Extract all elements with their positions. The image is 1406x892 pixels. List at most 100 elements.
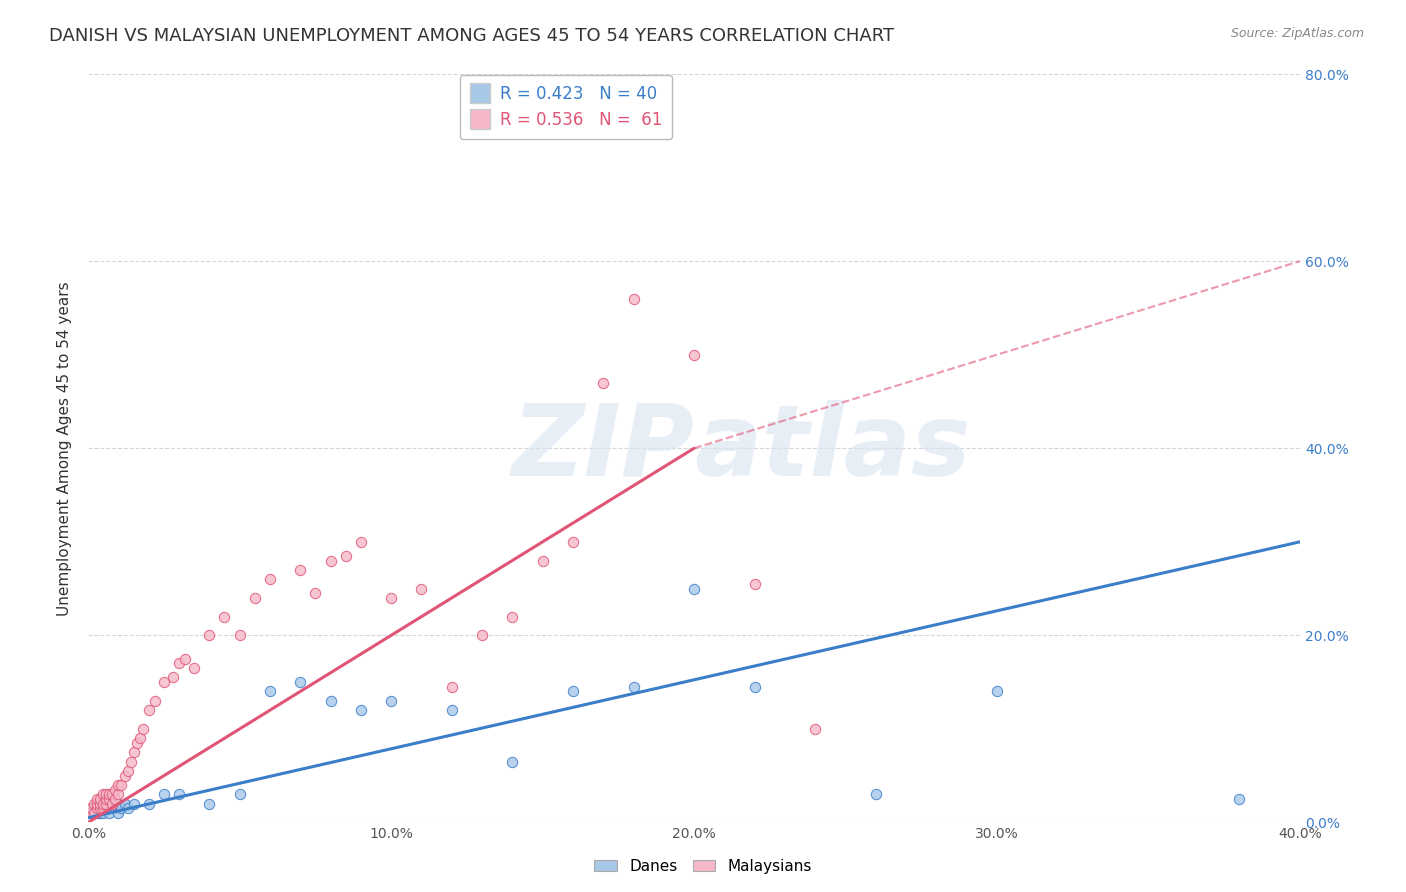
Point bbox=[104, 801, 127, 815]
Point bbox=[183, 661, 205, 675]
Point bbox=[259, 572, 281, 586]
Point bbox=[96, 788, 118, 802]
Point bbox=[125, 736, 148, 750]
Point bbox=[91, 797, 114, 811]
Point bbox=[104, 782, 127, 797]
Legend: R = 0.423   N = 40, R = 0.536   N =  61: R = 0.423 N = 40, R = 0.536 N = 61 bbox=[460, 75, 672, 139]
Point bbox=[243, 591, 266, 605]
Point bbox=[101, 797, 124, 811]
Point bbox=[335, 549, 357, 563]
Point bbox=[86, 797, 108, 811]
Point bbox=[531, 553, 554, 567]
Point bbox=[104, 792, 127, 806]
Point bbox=[96, 801, 118, 815]
Point bbox=[114, 769, 136, 783]
Point bbox=[380, 694, 402, 708]
Point bbox=[80, 806, 103, 821]
Text: Source: ZipAtlas.com: Source: ZipAtlas.com bbox=[1230, 27, 1364, 40]
Point bbox=[83, 806, 105, 821]
Point bbox=[91, 801, 114, 815]
Point bbox=[592, 376, 614, 390]
Point bbox=[110, 801, 132, 815]
Point bbox=[114, 797, 136, 811]
Point bbox=[96, 797, 118, 811]
Point bbox=[86, 801, 108, 815]
Point bbox=[259, 684, 281, 698]
Point bbox=[228, 788, 250, 802]
Point bbox=[98, 792, 121, 806]
Point bbox=[96, 792, 118, 806]
Point bbox=[380, 591, 402, 605]
Point bbox=[304, 586, 326, 600]
Point bbox=[91, 801, 114, 815]
Point bbox=[98, 806, 121, 821]
Point bbox=[167, 788, 190, 802]
Text: DANISH VS MALAYSIAN UNEMPLOYMENT AMONG AGES 45 TO 54 YEARS CORRELATION CHART: DANISH VS MALAYSIAN UNEMPLOYMENT AMONG A… bbox=[49, 27, 894, 45]
Point bbox=[89, 792, 111, 806]
Point bbox=[290, 563, 312, 577]
Point bbox=[143, 694, 166, 708]
Point bbox=[91, 788, 114, 802]
Point bbox=[440, 703, 463, 717]
Point bbox=[91, 806, 114, 821]
Point bbox=[319, 553, 342, 567]
Point bbox=[471, 628, 494, 642]
Point bbox=[623, 680, 645, 694]
Point bbox=[117, 764, 139, 778]
Point bbox=[101, 797, 124, 811]
Point bbox=[228, 628, 250, 642]
Point bbox=[804, 722, 827, 736]
Point bbox=[198, 797, 221, 811]
Point bbox=[290, 675, 312, 690]
Point bbox=[986, 684, 1008, 698]
Point bbox=[89, 806, 111, 821]
Point bbox=[122, 745, 145, 759]
Point bbox=[138, 797, 160, 811]
Point bbox=[744, 680, 766, 694]
Point bbox=[101, 788, 124, 802]
Text: atlas: atlas bbox=[695, 400, 970, 497]
Point bbox=[683, 582, 706, 596]
Text: ZIP: ZIP bbox=[512, 400, 695, 497]
Point bbox=[744, 577, 766, 591]
Point bbox=[89, 801, 111, 815]
Point bbox=[107, 806, 129, 821]
Point bbox=[198, 628, 221, 642]
Point bbox=[1229, 792, 1251, 806]
Point bbox=[319, 694, 342, 708]
Point bbox=[107, 797, 129, 811]
Point bbox=[350, 703, 373, 717]
Point bbox=[83, 801, 105, 815]
Point bbox=[561, 684, 583, 698]
Point bbox=[89, 797, 111, 811]
Point bbox=[96, 797, 118, 811]
Point bbox=[86, 792, 108, 806]
Point bbox=[120, 755, 142, 769]
Y-axis label: Unemployment Among Ages 45 to 54 years: Unemployment Among Ages 45 to 54 years bbox=[58, 281, 72, 615]
Point bbox=[98, 788, 121, 802]
Point bbox=[162, 670, 184, 684]
Point bbox=[865, 788, 887, 802]
Point bbox=[167, 657, 190, 671]
Point bbox=[174, 651, 197, 665]
Point bbox=[131, 722, 153, 736]
Point bbox=[501, 755, 523, 769]
Point bbox=[153, 788, 176, 802]
Point bbox=[107, 778, 129, 792]
Point bbox=[98, 801, 121, 815]
Point bbox=[80, 806, 103, 821]
Point bbox=[86, 806, 108, 821]
Point bbox=[561, 534, 583, 549]
Point bbox=[83, 806, 105, 821]
Point bbox=[623, 292, 645, 306]
Point bbox=[138, 703, 160, 717]
Point bbox=[89, 797, 111, 811]
Point bbox=[350, 534, 373, 549]
Point bbox=[440, 680, 463, 694]
Point bbox=[214, 609, 236, 624]
Point bbox=[128, 731, 150, 746]
Point bbox=[501, 609, 523, 624]
Point bbox=[83, 797, 105, 811]
Point bbox=[86, 801, 108, 815]
Legend: Danes, Malaysians: Danes, Malaysians bbox=[588, 853, 818, 880]
